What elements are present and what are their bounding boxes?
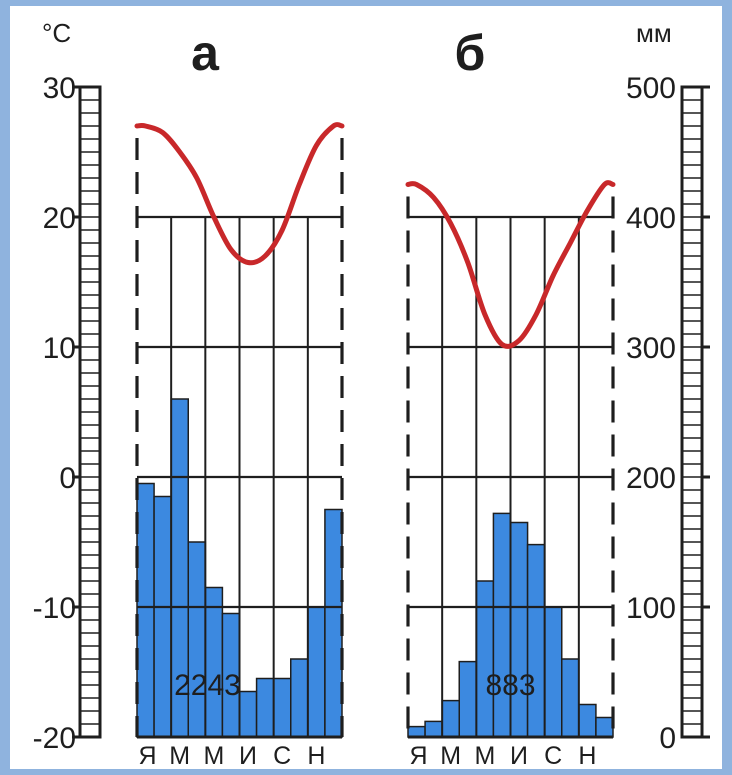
precipitation-bar-С — [272, 677, 292, 738]
month-tick-label: М — [440, 742, 461, 770]
temperature-unit-label: °C — [42, 18, 71, 48]
temperature-tick-label: 10 — [43, 332, 76, 365]
temperature-tick-label: 30 — [43, 72, 76, 105]
month-tick-label: Я — [139, 742, 157, 770]
month-tick-label: М — [169, 742, 190, 770]
month-tick-label: Я — [410, 742, 428, 770]
month-tick-label: И — [239, 742, 257, 770]
precipitation-tick-label: 300 — [626, 332, 676, 365]
precipitation-bar-М — [441, 699, 460, 738]
temperature-tick-label: 20 — [43, 202, 76, 235]
panel-label: б — [455, 25, 486, 81]
precipitation-unit-label: мм — [636, 18, 672, 48]
precipitation-bar-Н — [307, 606, 326, 738]
precipitation-bar-О — [290, 658, 309, 738]
precipitation-bar-Я — [407, 725, 426, 738]
precipitation-bar-Д — [324, 508, 343, 738]
precipitation-bar-Н — [578, 703, 597, 738]
annual-precipitation-label: 883 — [485, 669, 535, 702]
chart-paper — [10, 6, 722, 769]
precipitation-tick-label: 500 — [626, 72, 676, 105]
precipitation-bar-М — [475, 580, 495, 738]
precipitation-bar-С — [543, 606, 563, 738]
precipitation-bar-М — [204, 586, 224, 738]
temperature-curve — [405, 180, 616, 349]
precipitation-bar-Я — [136, 482, 155, 738]
month-tick-label: М — [203, 742, 224, 770]
precipitation-bar-А — [187, 541, 207, 738]
precipitation-bar-Ф — [153, 495, 172, 738]
precipitation-bar-А — [255, 677, 275, 738]
precipitation-tick-label: 0 — [659, 722, 676, 755]
month-tick-label: И — [510, 742, 528, 770]
precipitation-bar-Д — [595, 716, 614, 738]
temperature-tick-label: -20 — [33, 722, 76, 755]
temperature-tick-label: -10 — [33, 592, 76, 625]
month-tick-label: Н — [578, 742, 596, 770]
precipitation-tick-label: 200 — [626, 462, 676, 495]
month-tick-label: Н — [307, 742, 325, 770]
temperature-tick-label: 0 — [59, 462, 76, 495]
precipitation-bar-А — [458, 660, 478, 738]
precipitation-bar-И — [509, 521, 529, 738]
precipitation-bar-А — [526, 543, 546, 738]
precipitation-bar-И — [238, 690, 258, 738]
temperature-curve — [134, 122, 345, 266]
month-tick-label: М — [474, 742, 495, 770]
precipitation-bar-И — [492, 512, 512, 738]
precipitation-tick-label: 400 — [626, 202, 676, 235]
month-tick-label: С — [544, 742, 562, 770]
precipitation-bar-О — [561, 658, 580, 738]
precipitation-tick-label: 100 — [626, 592, 676, 625]
precipitation-bar-Ф — [424, 720, 443, 738]
panel-label: а — [191, 25, 220, 81]
month-tick-label: С — [273, 742, 291, 770]
annual-precipitation-label: 2243 — [174, 669, 241, 702]
